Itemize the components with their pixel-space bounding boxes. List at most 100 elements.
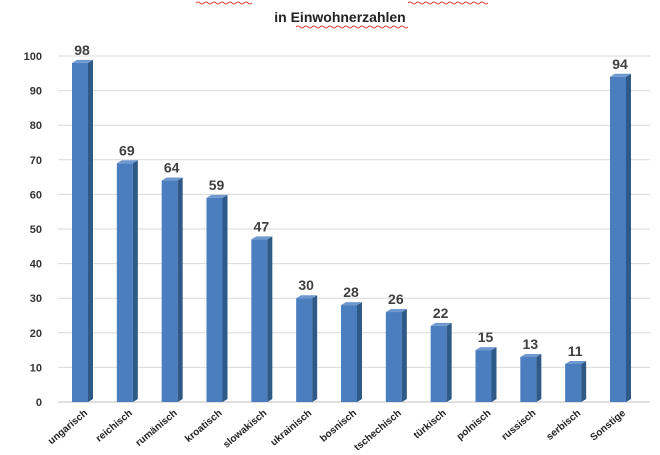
category-label: polnisch	[455, 408, 494, 443]
y-tick-label: 30	[30, 293, 42, 305]
category-label: tschechisch	[352, 408, 403, 450]
spellcheck-underline-left	[195, 1, 253, 5]
bar-bosnisch	[341, 302, 362, 402]
bar-front	[206, 197, 223, 402]
bar-front	[72, 62, 88, 403]
bar-russisch	[520, 354, 542, 402]
category-label: serbisch	[545, 408, 584, 443]
bar-front	[116, 163, 133, 402]
category-label: russisch	[500, 408, 539, 443]
y-tick-label: 50	[30, 224, 42, 236]
data-label: 47	[254, 218, 270, 234]
bar-front	[341, 305, 357, 402]
data-label: 28	[343, 284, 359, 300]
bar-side	[222, 194, 228, 402]
bar-side	[357, 302, 362, 402]
category-label: ungarisch	[46, 408, 90, 447]
bar-tschechisch	[385, 309, 407, 402]
bar-front	[520, 357, 537, 402]
bar-front	[430, 325, 447, 402]
y-tick-label: 70	[30, 155, 42, 167]
bar-side	[401, 309, 407, 402]
bar-side	[536, 354, 542, 402]
category-label: türkisch	[412, 408, 449, 441]
bar-ukrainisch	[296, 295, 318, 402]
bar-top	[520, 354, 542, 358]
bar-side	[88, 59, 93, 403]
data-label: 11	[568, 343, 583, 359]
bar-serbisch	[565, 360, 587, 402]
bar-top	[430, 322, 452, 326]
bar-top	[385, 309, 407, 313]
data-label: 59	[209, 177, 225, 193]
category-label: bosnisch	[318, 408, 359, 445]
bar-top	[341, 302, 362, 306]
bar-front	[251, 239, 268, 402]
bar-reichisch	[116, 160, 138, 402]
y-tick-label: 20	[30, 328, 42, 340]
spellcheck-underline-title	[295, 25, 409, 29]
category-label: rumänisch	[134, 408, 180, 449]
spellcheck-underline-right	[407, 1, 489, 5]
bar-front	[161, 180, 178, 402]
bar-rumänisch	[161, 177, 183, 402]
bar-front	[610, 76, 626, 402]
bar-top	[161, 177, 183, 181]
bar-front	[385, 312, 402, 402]
bar-front	[565, 363, 582, 402]
data-label: 69	[119, 142, 135, 158]
bar-polnisch	[475, 347, 497, 402]
category-label: slowakisch	[221, 408, 269, 450]
bar-top	[206, 194, 228, 198]
bar-side	[312, 295, 318, 402]
y-tick-label: 90	[30, 86, 42, 98]
y-tick-label: 40	[30, 259, 42, 271]
data-labels: 98 69 64 59 47 30 28 26 22 15 13 11 94	[74, 42, 628, 359]
bar-side	[446, 322, 452, 402]
data-label: 64	[164, 160, 180, 176]
bar-top	[475, 347, 497, 351]
bar-top	[610, 73, 631, 77]
data-label: 13	[523, 336, 539, 352]
data-label: 30	[298, 277, 314, 293]
category-label: reichisch	[94, 408, 135, 445]
bar-top	[565, 360, 587, 364]
bar-kroatisch	[206, 194, 228, 402]
data-label: 98	[74, 42, 90, 58]
y-tick-label: 0	[36, 397, 42, 409]
bar-top	[72, 59, 93, 63]
data-label: 15	[478, 329, 494, 345]
bar-top	[116, 160, 138, 164]
chart-title: in Einwohnerzahlen	[274, 9, 405, 25]
bar-top	[296, 295, 318, 299]
bar-side	[132, 160, 138, 402]
bar-Sonstige	[610, 73, 631, 402]
bar-slowakisch	[251, 236, 273, 402]
gridlines	[58, 55, 650, 403]
bar-side	[491, 347, 497, 402]
category-label: kroatisch	[183, 408, 224, 445]
bar-side	[626, 73, 631, 402]
bars	[72, 59, 631, 403]
bar-side	[581, 360, 587, 402]
category-labels: ungarisch reichisch rumänisch kroatischslow…	[46, 408, 629, 454]
data-label: 94	[612, 56, 628, 72]
bar-türkisch	[430, 322, 452, 402]
bar-side	[177, 177, 183, 402]
bar-side	[267, 236, 273, 402]
category-label: ukrainisch	[269, 408, 314, 449]
y-tick-label: 10	[30, 362, 42, 374]
bar-front	[296, 298, 313, 402]
y-tick-label: 80	[30, 120, 42, 132]
bar-ungarisch	[72, 59, 93, 403]
data-label: 26	[388, 291, 404, 307]
bar-front	[475, 350, 492, 402]
data-label: 22	[433, 305, 449, 321]
category-label: Sonstige	[589, 408, 629, 444]
bar-top	[251, 236, 273, 240]
y-axis-ticks: 0 10 20 30 40 50 60 70 80 90 100	[24, 51, 42, 409]
y-tick-label: 60	[30, 189, 42, 201]
y-tick-label: 100	[24, 51, 42, 63]
